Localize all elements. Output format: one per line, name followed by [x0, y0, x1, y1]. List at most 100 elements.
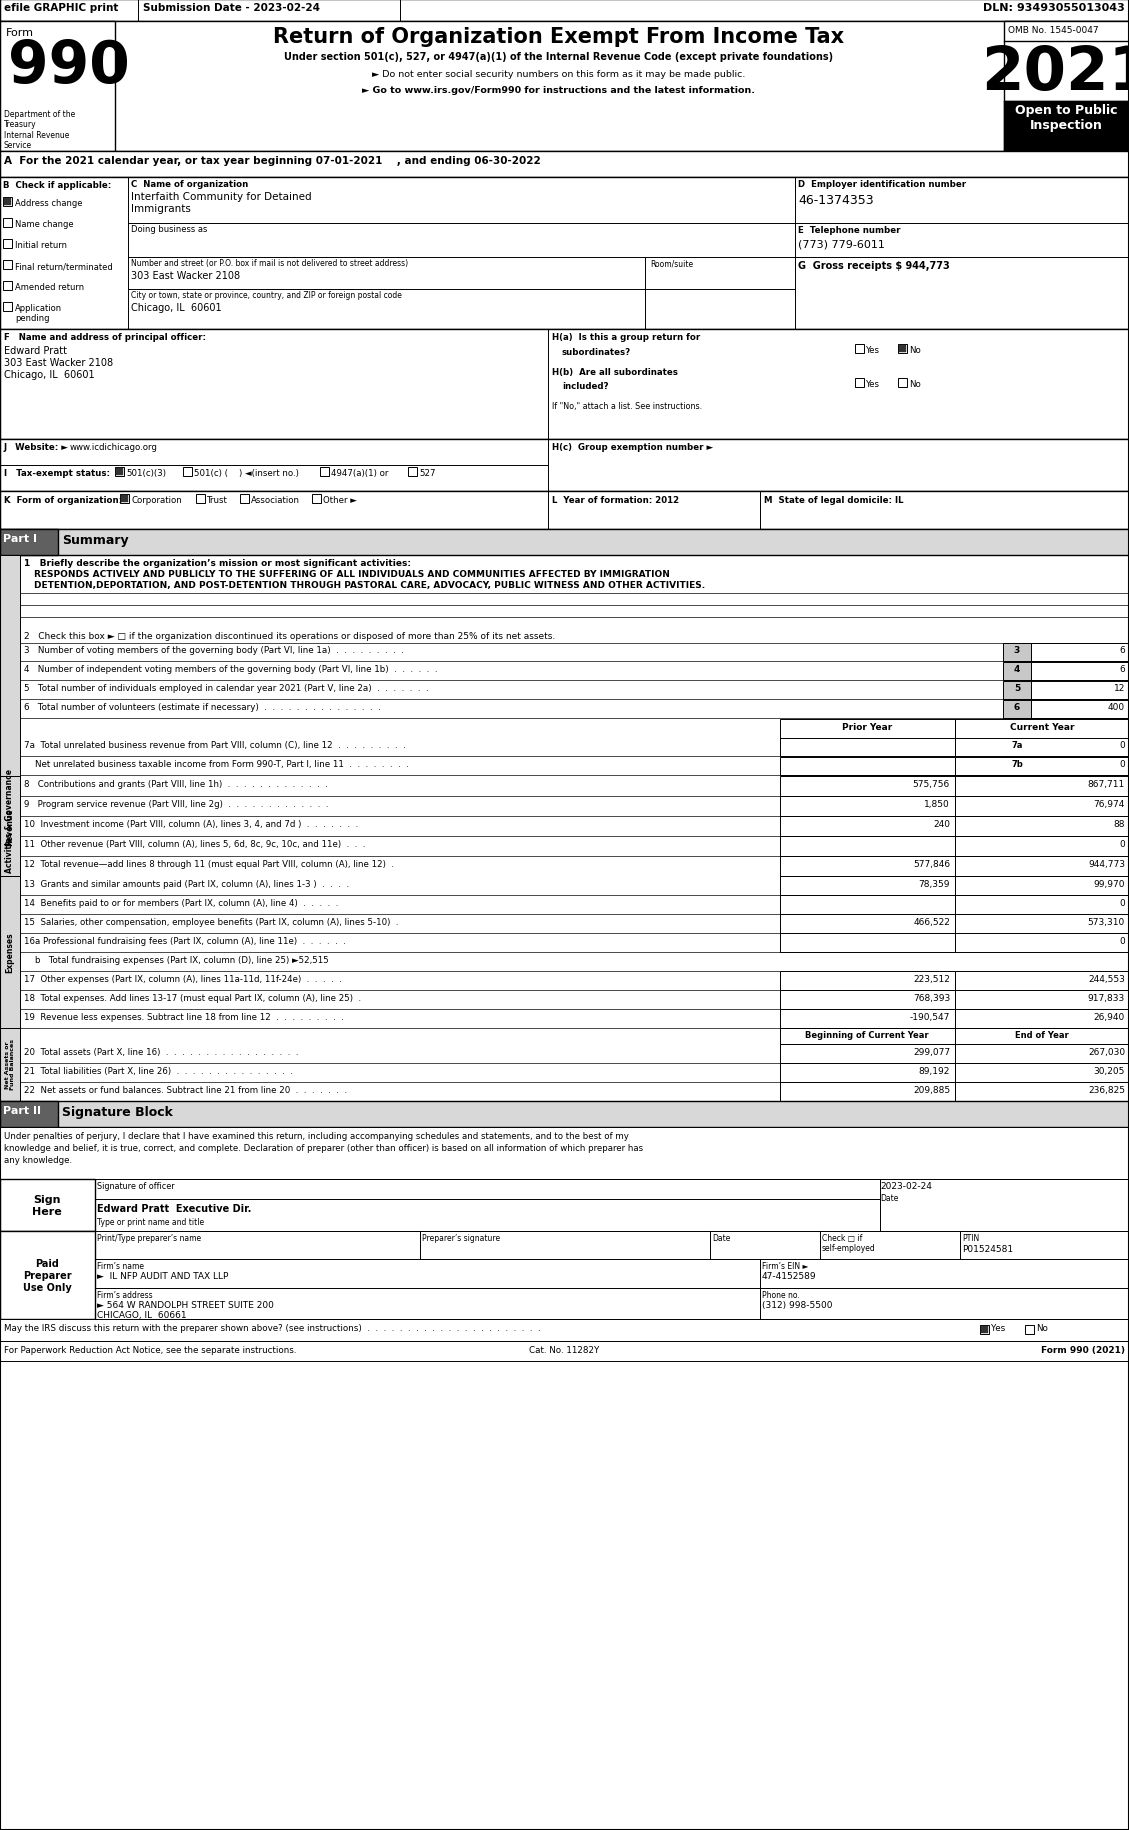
Text: Firm’s EIN ►: Firm’s EIN ►	[762, 1261, 808, 1270]
Text: 240: 240	[933, 820, 949, 829]
Text: 10  Investment income (Part VIII, column (A), lines 3, 4, and 7d )  .  .  .  .  : 10 Investment income (Part VIII, column …	[24, 820, 358, 829]
Text: Activities & Governance: Activities & Governance	[6, 769, 15, 873]
Text: 6   Total number of volunteers (estimate if necessary)  .  .  .  .  .  .  .  .  : 6 Total number of volunteers (estimate i…	[24, 703, 380, 712]
Bar	[1003, 701, 1031, 719]
Bar	[898, 344, 907, 353]
Bar	[1003, 681, 1031, 699]
Bar	[0, 178, 1129, 329]
Text: 501(c)(3): 501(c)(3)	[126, 468, 166, 478]
Text: 15  Salaries, other compensation, employee benefits (Part IX, column (A), lines : 15 Salaries, other compensation, employe…	[24, 917, 399, 926]
Bar	[1003, 758, 1031, 776]
Text: 7a: 7a	[1012, 741, 1023, 750]
Text: 21  Total liabilities (Part X, line 26)  .  .  .  .  .  .  .  .  .  .  .  .  .  : 21 Total liabilities (Part X, line 26) .…	[24, 1067, 294, 1076]
Bar	[955, 758, 1129, 776]
Text: Signature Block: Signature Block	[62, 1105, 173, 1118]
Text: Part II: Part II	[3, 1105, 41, 1116]
Bar	[955, 719, 1129, 739]
Text: CHICAGO, IL  60661: CHICAGO, IL 60661	[97, 1310, 186, 1319]
Text: K  Form of organization:: K Form of organization:	[5, 496, 122, 505]
Bar	[780, 895, 955, 915]
Bar	[955, 816, 1129, 836]
Text: No: No	[909, 346, 921, 355]
Text: C  Name of organization: C Name of organization	[131, 179, 248, 188]
Text: A  For the 2021 calendar year, or tax year beginning 07-01-2021    , and ending : A For the 2021 calendar year, or tax yea…	[5, 156, 541, 167]
Bar	[121, 496, 128, 503]
Bar	[0, 776, 20, 877]
Bar	[955, 990, 1129, 1010]
Text: Under section 501(c), 527, or 4947(a)(1) of the Internal Revenue Code (except pr: Under section 501(c), 527, or 4947(a)(1)…	[285, 51, 833, 62]
Text: Address change: Address change	[15, 199, 82, 209]
Text: 299,077: 299,077	[913, 1047, 949, 1056]
Text: 267,030: 267,030	[1088, 1047, 1124, 1056]
Text: 6: 6	[1014, 703, 1021, 712]
Bar	[780, 933, 955, 952]
Bar	[3, 282, 12, 291]
Text: 7a  Total unrelated business revenue from Part VIII, column (C), line 12  .  .  : 7a Total unrelated business revenue from…	[24, 741, 405, 750]
Text: 768,393: 768,393	[912, 994, 949, 1003]
Bar	[1031, 644, 1128, 662]
Text: May the IRS discuss this return with the preparer shown above? (see instructions: May the IRS discuss this return with the…	[5, 1323, 541, 1332]
Text: 6: 6	[1119, 646, 1124, 655]
Bar	[780, 1045, 955, 1063]
Bar	[780, 972, 955, 990]
Text: 209,885: 209,885	[913, 1085, 949, 1094]
Text: 303 East Wacker 2108: 303 East Wacker 2108	[131, 271, 240, 280]
Text: 30,205: 30,205	[1094, 1067, 1124, 1076]
Text: Yes: Yes	[991, 1323, 1005, 1332]
Text: Firm’s address: Firm’s address	[97, 1290, 152, 1299]
Text: Summary: Summary	[62, 534, 129, 547]
Bar	[0, 1179, 1129, 1232]
Text: 18  Total expenses. Add lines 13-17 (must equal Part IX, column (A), line 25)  .: 18 Total expenses. Add lines 13-17 (must…	[24, 994, 361, 1003]
Bar	[5, 199, 11, 207]
Text: 22  Net assets or fund balances. Subtract line 21 from line 20  .  .  .  .  .  .: 22 Net assets or fund balances. Subtract…	[24, 1085, 347, 1094]
Text: 9   Program service revenue (Part VIII, line 2g)  .  .  .  .  .  .  .  .  .  .  : 9 Program service revenue (Part VIII, li…	[24, 800, 329, 809]
Text: Prior Year: Prior Year	[842, 723, 892, 732]
Text: 1,850: 1,850	[925, 800, 949, 809]
Text: No: No	[909, 381, 921, 388]
Text: Yes: Yes	[866, 346, 879, 355]
Bar	[955, 1045, 1129, 1063]
Bar	[780, 1028, 955, 1045]
Bar	[780, 877, 955, 895]
Bar	[0, 152, 1129, 178]
Text: Check □ if
self-employed: Check □ if self-employed	[822, 1233, 876, 1254]
Text: Current Year: Current Year	[1009, 723, 1075, 732]
Text: b   Total fundraising expenses (Part IX, column (D), line 25) ►52,515: b Total fundraising expenses (Part IX, c…	[24, 955, 329, 964]
Text: Form: Form	[6, 27, 34, 38]
Bar	[1004, 102, 1129, 152]
Text: Date: Date	[879, 1193, 899, 1202]
Bar	[0, 1102, 58, 1127]
Bar	[312, 494, 321, 503]
Bar	[855, 344, 864, 353]
Text: ►  IL NFP AUDIT AND TAX LLP: ► IL NFP AUDIT AND TAX LLP	[97, 1272, 228, 1281]
Bar	[780, 776, 955, 796]
Bar	[1003, 739, 1031, 756]
Text: Other ►: Other ►	[323, 496, 357, 505]
Bar	[0, 1341, 1129, 1362]
Text: Initial return: Initial return	[15, 242, 67, 251]
Text: Open to Public
Inspection: Open to Public Inspection	[1015, 104, 1118, 132]
Text: 400: 400	[1108, 703, 1124, 712]
Text: 12: 12	[1113, 684, 1124, 692]
Text: www.icdichicago.org: www.icdichicago.org	[70, 443, 158, 452]
Text: Edward Pratt  Executive Dir.: Edward Pratt Executive Dir.	[97, 1204, 252, 1213]
Text: Phone no.: Phone no.	[762, 1290, 799, 1299]
Bar	[898, 379, 907, 388]
Bar	[980, 1325, 989, 1334]
Text: Under penalties of perjury, I declare that I have examined this return, includin: Under penalties of perjury, I declare th…	[5, 1131, 629, 1140]
Text: Association: Association	[251, 496, 300, 505]
Bar	[0, 877, 20, 1028]
Text: E  Telephone number: E Telephone number	[798, 225, 901, 234]
Text: For Paperwork Reduction Act Notice, see the separate instructions.: For Paperwork Reduction Act Notice, see …	[5, 1345, 297, 1354]
Text: Sign
Here: Sign Here	[32, 1195, 62, 1217]
Text: Type or print name and title: Type or print name and title	[97, 1217, 204, 1226]
Bar	[780, 1010, 955, 1028]
Bar	[955, 739, 1129, 756]
Bar	[955, 1028, 1129, 1045]
Text: Form 990 (2021): Form 990 (2021)	[1041, 1345, 1124, 1354]
Bar	[981, 1327, 988, 1334]
Bar	[0, 22, 1129, 152]
Text: Chicago, IL  60601: Chicago, IL 60601	[5, 370, 95, 381]
Text: 575,756: 575,756	[912, 780, 949, 789]
Bar	[1031, 739, 1128, 756]
